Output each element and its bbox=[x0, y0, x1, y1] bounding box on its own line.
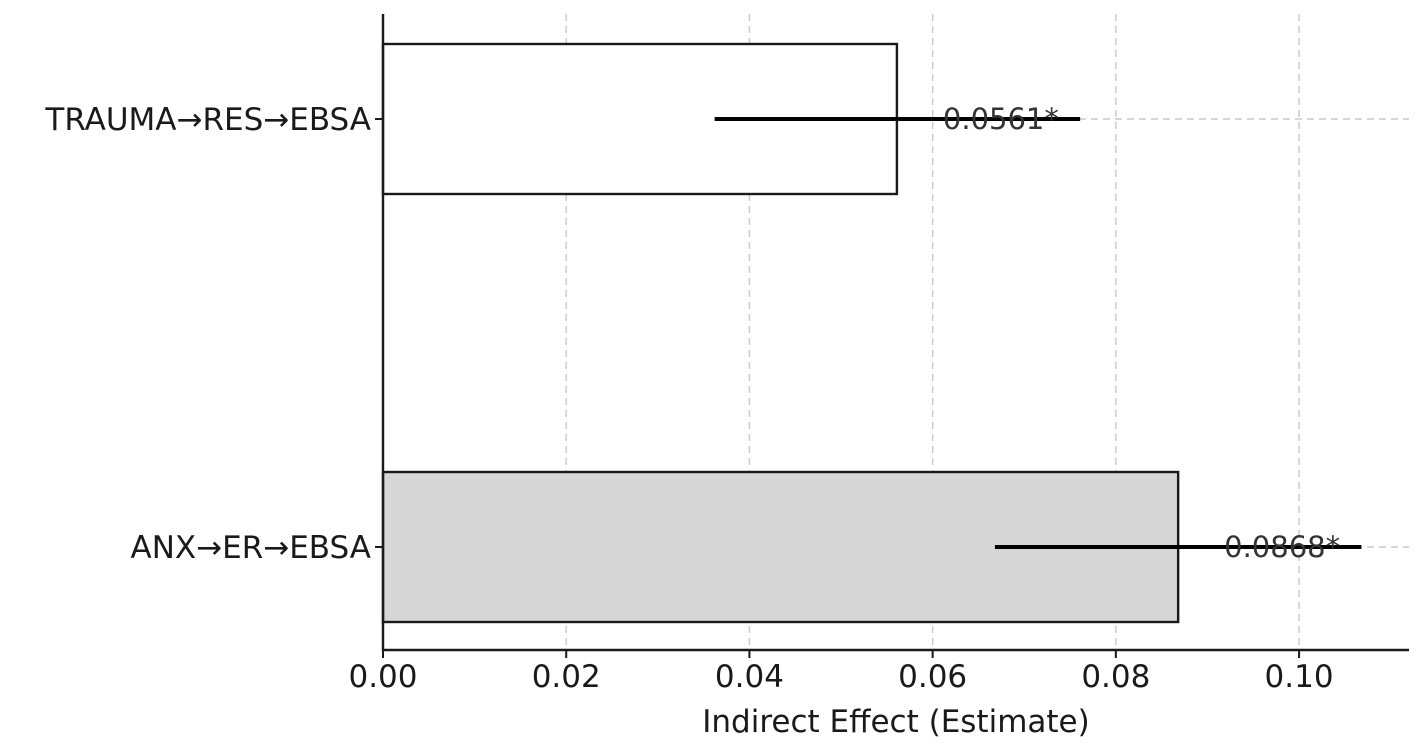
bar-layer bbox=[381, 42, 1362, 624]
x-tick-label: 0.08 bbox=[1081, 659, 1150, 695]
data-label: 0.0561* bbox=[943, 102, 1059, 136]
x-tick-label: 0.00 bbox=[348, 659, 417, 695]
x-tick-label: 0.04 bbox=[715, 659, 784, 695]
label-layer: 0.0561* 0.0868* 0.00 0.02 0.04 0.06 0.08 0.10 TR… bbox=[44, 102, 1340, 695]
category-label: ANX→ER→EBSA bbox=[131, 530, 371, 566]
x-axis-title: Indirect Effect (Estimate) bbox=[702, 704, 1089, 740]
x-tick-label: 0.06 bbox=[898, 659, 967, 695]
data-label: 0.0868* bbox=[1224, 530, 1340, 564]
category-label: TRAUMA→RES→EBSA bbox=[44, 102, 371, 138]
x-tick-label: 0.10 bbox=[1265, 659, 1334, 695]
axis-layer bbox=[375, 14, 1409, 658]
x-tick-label: 0.02 bbox=[532, 659, 601, 695]
